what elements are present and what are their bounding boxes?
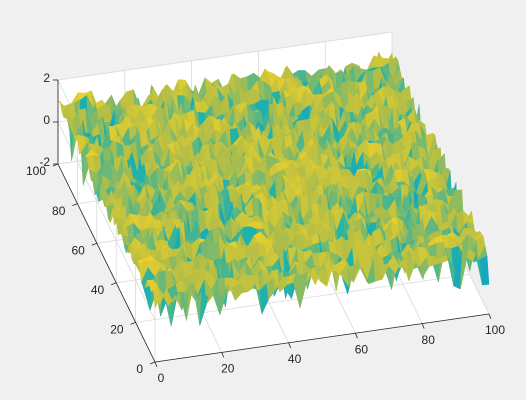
x-tick-label: 100 bbox=[485, 323, 505, 337]
y-tick-mark bbox=[91, 242, 97, 246]
z-tick-label: 2 bbox=[43, 71, 50, 85]
y-tick-mark bbox=[111, 282, 117, 286]
x-tick-label: 0 bbox=[158, 371, 165, 385]
x-tick-mark bbox=[421, 323, 425, 329]
y-tick-label: 40 bbox=[91, 283, 105, 297]
x-tick-mark bbox=[488, 313, 492, 320]
left-wall-grid-z bbox=[57, 121, 156, 321]
x-tick-mark bbox=[355, 333, 358, 339]
x-tick-label: 60 bbox=[355, 342, 369, 356]
z-tick-label: -2 bbox=[39, 155, 50, 169]
x-tick-label: 20 bbox=[221, 362, 235, 376]
y-tick-label: 20 bbox=[110, 323, 124, 337]
y-tick-label: 0 bbox=[136, 362, 143, 376]
y-tick-mark bbox=[149, 361, 156, 365]
surface-mesh bbox=[57, 50, 490, 327]
x-tick-mark bbox=[288, 342, 291, 348]
x-tick-mark bbox=[221, 352, 225, 358]
y-tick-label: 80 bbox=[52, 204, 66, 218]
x-axis-line bbox=[154, 313, 490, 363]
z-tick-label: 0 bbox=[43, 113, 50, 127]
y-tick-mark bbox=[130, 322, 136, 325]
y-tick-label: 60 bbox=[71, 243, 85, 257]
back-wall-grid-z bbox=[57, 31, 393, 81]
x-tick-label: 80 bbox=[422, 333, 436, 347]
y-axis-line bbox=[57, 163, 156, 363]
y-tick-mark bbox=[72, 203, 78, 206]
x-tick-label: 40 bbox=[288, 352, 302, 366]
surface-patch bbox=[480, 255, 490, 286]
y-tick-label: 100 bbox=[26, 164, 46, 178]
x-tick-mark bbox=[154, 361, 158, 368]
axes-lines bbox=[52, 79, 492, 368]
